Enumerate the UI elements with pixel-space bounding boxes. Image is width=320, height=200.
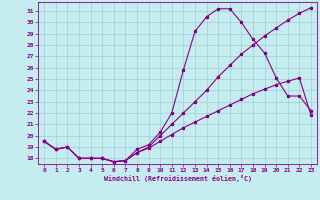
X-axis label: Windchill (Refroidissement éolien,°C): Windchill (Refroidissement éolien,°C): [104, 175, 252, 182]
